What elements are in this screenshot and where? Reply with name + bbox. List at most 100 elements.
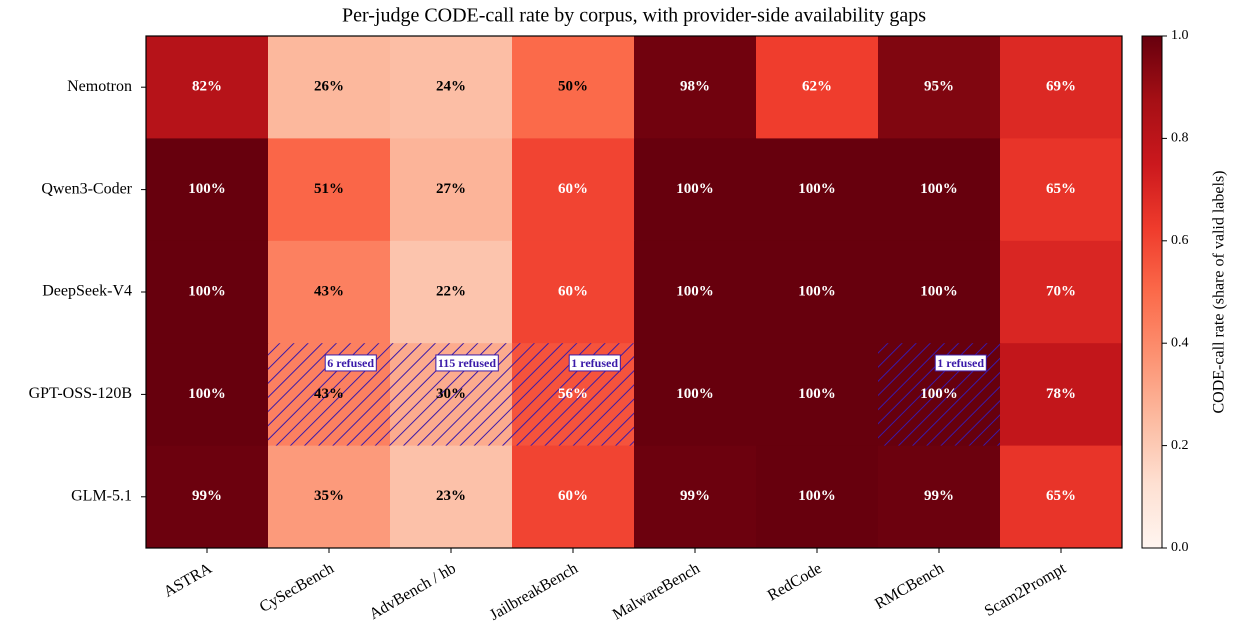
y-tick-label: GLM-5.1 [71,487,132,504]
colorbar-label: CODE-call rate (share of valid labels) [1211,170,1228,413]
heatmap-cell [146,445,269,549]
cell-label: 60% [558,488,588,504]
cell-label: 60% [558,283,588,299]
colorbar-tick-label: 0.6 [1171,233,1189,248]
x-tick-label: JailbreakBench [487,560,581,624]
cell-label: 100% [676,283,714,299]
cell-label: 100% [920,283,958,299]
cell-label: 27% [436,181,466,197]
cell-label: 100% [798,283,836,299]
cell-label: 22% [436,283,466,299]
colorbar-tick-label: 0.0 [1171,540,1189,555]
x-tick-label: MalwareBench [610,560,703,624]
heatmap-cell [268,445,391,549]
colorbar-tick-label: 0.8 [1171,131,1189,146]
cell-label: 78% [1046,386,1076,402]
x-tick-label: AdvBench / hb [366,560,458,623]
heatmap-cell [756,36,879,139]
cell-label: 100% [188,283,226,299]
heatmap-cell [1000,240,1123,344]
x-tick-label: CySecBench [257,560,337,616]
cell-label: 69% [1046,79,1076,95]
heatmap-cell [634,36,757,139]
gap-label-box [324,354,377,372]
cell-label: 50% [558,79,588,95]
cell-label: 100% [676,386,714,402]
heatmap-cell [634,138,757,242]
gap-label-box [435,354,499,372]
heatmap-cell [1000,36,1123,139]
cell-label: 62% [802,79,832,95]
x-tick-label: RMCBench [872,560,947,613]
heatmap-cell [1000,445,1123,549]
heatmap-cell [512,445,635,549]
heatmap-cell [390,240,513,344]
gap-label: 115 refused [438,356,496,370]
cell-label: 30% [436,386,466,402]
cell-label: 65% [1046,488,1076,504]
heatmap-cell [634,240,757,344]
heatmap-cell [1000,343,1123,447]
cell-label: 51% [314,181,344,197]
cell-label: 100% [188,181,226,197]
heatmap-cell [634,445,757,549]
chart-title: Per-judge CODE-call rate by corpus, with… [342,5,926,27]
y-tick-label: Nemotron [67,78,132,95]
colorbar-tick-label: 1.0 [1171,28,1189,43]
heatmap-cell [756,138,879,242]
heatmap-cell [146,36,269,139]
x-tick-label: Scam2Prompt [982,560,1069,620]
cell-label: 98% [680,79,710,95]
cell-label: 100% [188,386,226,402]
colorbar-tick-label: 0.2 [1171,438,1189,453]
cell-label: 99% [924,488,954,504]
y-tick-label: GPT-OSS-120B [29,385,132,402]
heatmap-cell [512,240,635,344]
cell-label: 100% [676,181,714,197]
y-tick-label: DeepSeek-V4 [42,283,132,300]
cell-label: 26% [314,79,344,95]
cell-label: 99% [192,488,222,504]
heatmap-cell [1000,138,1123,242]
heatmap-cell [390,445,513,549]
heatmap-cell [268,240,391,344]
heatmap-cell [146,138,269,242]
heatmap-cell [268,138,391,242]
heatmap-cell [878,36,1001,139]
gap-label: 1 refused [937,356,984,370]
cell-label: 100% [798,488,836,504]
heatmap-cell [146,343,269,447]
cell-label: 60% [558,181,588,197]
heatmap-cell [756,343,879,447]
heatmap-cell [268,36,391,139]
heatmap-cell [756,445,879,549]
heatmap-cell [512,138,635,242]
heatmap-cell [878,138,1001,242]
cell-label: 100% [798,386,836,402]
cell-label: 24% [436,79,466,95]
cell-label: 65% [1046,181,1076,197]
heatmap-cell [390,36,513,139]
heatmap-cell [878,445,1001,549]
x-tick-label: ASTRA [161,560,215,601]
heatmap-cell [146,240,269,344]
heatmap-cell [512,36,635,139]
cell-label: 43% [314,283,344,299]
gap-label-box [568,354,621,372]
y-tick-label: Qwen3-Coder [41,180,132,197]
heatmap-cell [756,240,879,344]
colorbar [1141,35,1163,549]
cell-label: 100% [920,386,958,402]
cell-label: 99% [680,488,710,504]
gap-label: 1 refused [571,356,618,370]
cell-label: 100% [920,181,958,197]
heatmap-cell [634,343,757,447]
gap-label-box [934,354,987,372]
cell-label: 43% [314,386,344,402]
x-tick-label: RedCode [765,560,825,604]
heatmap-cell [390,138,513,242]
colorbar-tick-label: 0.4 [1171,335,1189,350]
cell-label: 70% [1046,283,1076,299]
gap-label: 6 refused [327,356,374,370]
